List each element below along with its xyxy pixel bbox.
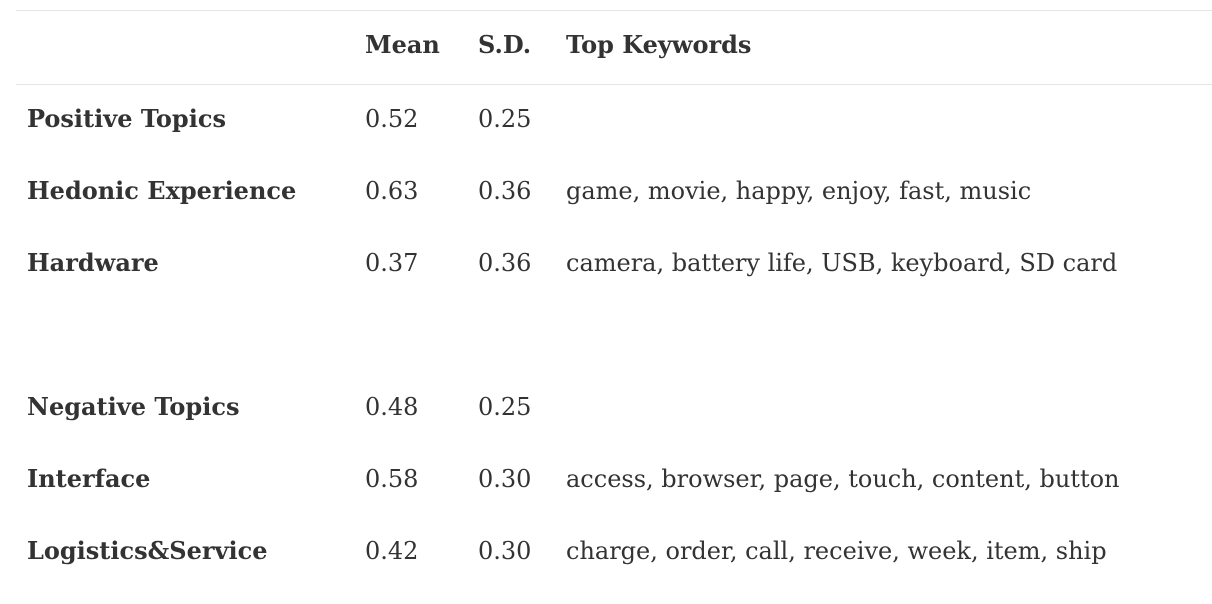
row-label: Hedonic Experience	[27, 176, 297, 205]
header-mean: Mean	[365, 30, 440, 59]
row-mean: 0.42	[365, 537, 419, 565]
row-sd: 0.25	[478, 393, 532, 421]
row-keywords: access, browser, page, touch, content, b…	[566, 465, 1120, 493]
table-top-rule	[16, 10, 1212, 11]
row-label: Hardware	[27, 248, 159, 277]
row-mean: 0.58	[365, 465, 419, 493]
row-label: Interface	[27, 464, 151, 493]
row-sd: 0.36	[478, 177, 532, 205]
row-keywords: game, movie, happy, enjoy, fast, music	[566, 177, 1032, 205]
header-top-keywords: Top Keywords	[566, 30, 752, 59]
row-mean: 0.37	[365, 249, 419, 277]
row-sd: 0.25	[478, 105, 532, 133]
header-sd: S.D.	[478, 30, 532, 59]
row-sd: 0.36	[478, 249, 532, 277]
row-keywords: camera, battery life, USB, keyboard, SD …	[566, 249, 1118, 277]
row-sd: 0.30	[478, 465, 532, 493]
row-label: Positive Topics	[27, 104, 226, 133]
row-sd: 0.30	[478, 537, 532, 565]
row-label: Negative Topics	[27, 392, 240, 421]
row-keywords: charge, order, call, receive, week, item…	[566, 537, 1107, 565]
header-rule	[16, 84, 1212, 85]
row-mean: 0.63	[365, 177, 419, 205]
row-mean: 0.48	[365, 393, 419, 421]
row-label: Logistics&Service	[27, 536, 268, 565]
row-mean: 0.52	[365, 105, 419, 133]
